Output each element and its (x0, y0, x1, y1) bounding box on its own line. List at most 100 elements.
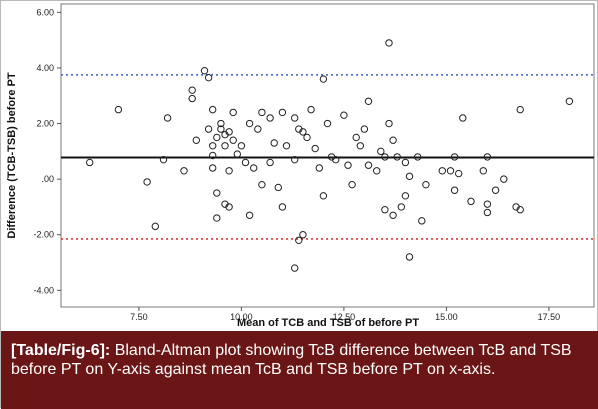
data-point-75 (385, 119, 393, 128)
data-point-38 (258, 180, 266, 189)
data-point-39 (266, 114, 274, 122)
data-point-36 (254, 125, 262, 133)
data-point-101 (516, 105, 524, 114)
data-point-95 (483, 153, 492, 161)
data-point-51 (299, 128, 307, 136)
data-point-94 (479, 167, 487, 175)
data-point-3 (151, 222, 160, 231)
x-tick-label-4: 17.50 (538, 312, 561, 322)
data-point-50 (295, 236, 303, 244)
x-axis-ticks: 7.50 10.00 12.50 15.00 17.50 (130, 307, 560, 322)
data-point-40 (266, 158, 274, 167)
data-point-96 (483, 200, 492, 208)
data-point-13 (209, 105, 217, 114)
data-point-27 (225, 203, 233, 211)
data-point-97 (483, 208, 492, 217)
data-point-87 (438, 167, 446, 175)
data-point-30 (233, 150, 242, 158)
data-point-71 (377, 147, 385, 156)
data-point-74 (385, 39, 393, 47)
x-axis-label: Mean of TCB and TSB of before PT (237, 317, 419, 329)
y-tick-label-2: 2.00 (36, 119, 54, 129)
data-point-76 (389, 136, 397, 144)
data-point-102 (516, 206, 524, 214)
data-point-61 (332, 155, 340, 164)
data-point-99 (500, 175, 508, 183)
data-point-43 (278, 108, 287, 117)
data-point-83 (405, 172, 414, 181)
data-point-12 (204, 125, 213, 133)
data-point-14 (209, 142, 217, 150)
x-tick-label-0: 7.50 (130, 312, 148, 322)
data-point-77 (389, 211, 397, 219)
data-point-44 (278, 203, 287, 211)
data-point-79 (397, 203, 405, 211)
data-point-56 (315, 164, 323, 172)
data-point-65 (352, 133, 360, 142)
data-point-29 (229, 136, 237, 144)
caption-label: [Table/Fig-6]: (11, 342, 111, 359)
data-point-93 (467, 197, 475, 206)
data-point-31 (237, 142, 246, 150)
data-point-103 (565, 97, 574, 105)
data-point-41 (270, 139, 278, 147)
data-point-78 (393, 153, 401, 161)
data-point-15 (209, 151, 217, 160)
y-axis-label: Difference (TCB-TSB) before PT (6, 72, 18, 239)
data-point-67 (360, 125, 369, 133)
data-point-92 (459, 114, 467, 122)
data-point-58 (319, 192, 328, 200)
data-point-7 (188, 86, 196, 94)
data-point-5 (163, 114, 172, 122)
data-point-69 (364, 161, 373, 169)
data-points (86, 39, 574, 272)
data-point-82 (405, 253, 414, 261)
y-tick-label-0: 6.00 (36, 7, 54, 17)
data-point-90 (450, 186, 459, 194)
data-point-66 (356, 142, 364, 150)
data-point-80 (401, 158, 410, 167)
y-tick-label-4: -2.00 (33, 230, 54, 240)
data-point-17 (213, 133, 221, 142)
reference-lines (61, 74, 594, 240)
data-point-64 (348, 180, 356, 189)
data-point-1 (114, 105, 123, 114)
data-point-62 (340, 111, 348, 119)
data-point-68 (364, 97, 373, 105)
data-point-11 (204, 73, 213, 82)
data-point-10 (200, 67, 209, 75)
data-point-70 (373, 167, 381, 175)
data-point-25 (225, 128, 233, 136)
y-tick-label-3: .00 (41, 174, 54, 184)
data-point-23 (221, 142, 229, 150)
plot-area (60, 3, 595, 308)
data-point-42 (274, 183, 282, 192)
data-point-19 (213, 214, 221, 222)
data-point-21 (217, 125, 225, 133)
data-point-86 (422, 180, 430, 189)
data-point-8 (188, 94, 196, 103)
data-point-72 (381, 153, 389, 161)
data-point-73 (381, 206, 389, 214)
data-point-34 (245, 211, 254, 219)
data-point-26 (225, 167, 233, 175)
y-tick-label-1: 4.00 (36, 63, 54, 73)
data-point-59 (323, 119, 332, 128)
data-point-89 (450, 153, 459, 161)
data-point-84 (414, 153, 422, 161)
data-point-52 (299, 231, 307, 239)
data-point-98 (491, 186, 500, 194)
data-point-85 (418, 217, 426, 225)
data-point-46 (291, 114, 299, 122)
data-point-47 (291, 155, 299, 164)
data-point-9 (192, 136, 201, 144)
data-point-28 (229, 108, 237, 117)
data-point-91 (455, 169, 463, 178)
bland-altman-plot: 7.50 10.00 12.50 15.00 17.50 6.00 4.00 2.00 .00… (6, 3, 595, 329)
data-point-88 (446, 167, 455, 175)
data-point-20 (217, 119, 225, 128)
data-point-81 (401, 192, 410, 200)
y-tick-label-5: -4.00 (33, 285, 54, 295)
data-point-37 (258, 108, 266, 117)
caption-text: Bland-Altman plot showing TcB difference… (11, 342, 572, 378)
